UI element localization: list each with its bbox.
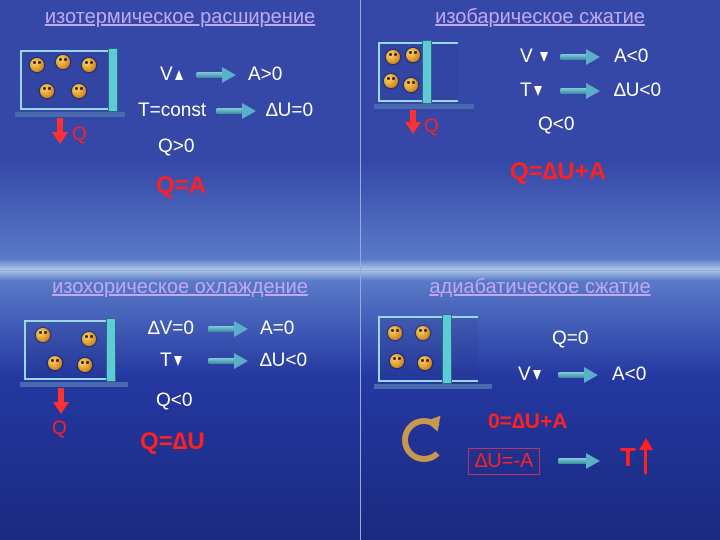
q-label: Q xyxy=(424,116,439,138)
panel-title: адиабатическое сжатие xyxy=(360,276,720,299)
panel-title: изохорическое охлаждение xyxy=(0,276,360,299)
line3: Q>0 xyxy=(158,136,194,158)
piston-head xyxy=(106,318,116,382)
panel-isobaric: изобарическое сжатие Q V A<0 T ∆U<0 Q<0 … xyxy=(360,0,720,270)
molecule-icon xyxy=(82,58,96,72)
molecule-icon xyxy=(36,328,50,342)
molecule-icon xyxy=(30,58,44,72)
curve-arrow-icon xyxy=(402,418,446,462)
molecule-icon xyxy=(78,358,92,372)
diagram-root: изотермическое расширение Q V A>0 T=cons… xyxy=(0,0,720,540)
line2-left: V xyxy=(518,364,541,386)
molecule-icon xyxy=(406,48,420,62)
piston-base xyxy=(374,104,474,109)
line2-left: T xyxy=(520,80,542,102)
result: Q=A xyxy=(156,172,206,200)
line2-right: ∆U=0 xyxy=(266,100,313,122)
arrow-right-icon xyxy=(560,52,600,62)
molecule-icon xyxy=(388,326,402,340)
line2-left: T=const xyxy=(138,100,206,122)
q-label: Q xyxy=(52,418,67,440)
arrow-right-icon xyxy=(558,456,602,466)
line1-left: ∆V=0 xyxy=(148,318,194,340)
molecule-icon xyxy=(40,84,54,98)
arrow-right-icon xyxy=(560,86,600,96)
piston-base xyxy=(15,112,125,117)
result: Q=∆U+A xyxy=(510,158,606,186)
line1: Q=0 xyxy=(552,328,588,350)
text: T xyxy=(160,350,172,371)
line3: Q<0 xyxy=(538,114,574,136)
text: T xyxy=(520,80,532,101)
arrow-right-icon xyxy=(208,324,248,334)
panel-title: изобарическое сжатие xyxy=(360,6,720,29)
line1-left: V xyxy=(160,64,183,86)
molecule-icon xyxy=(48,356,62,370)
text: V xyxy=(160,64,173,85)
molecule-icon xyxy=(386,50,400,64)
line1-right: A=0 xyxy=(260,318,294,340)
molecule-icon xyxy=(416,326,430,340)
molecule-icon xyxy=(72,84,86,98)
molecule-icon xyxy=(390,354,404,368)
molecule-icon xyxy=(404,78,418,92)
t-up-arrow-icon xyxy=(644,448,647,474)
panel-isothermal: изотермическое расширение Q V A>0 T=cons… xyxy=(0,0,360,270)
piston-head xyxy=(108,48,118,112)
piston-base xyxy=(374,384,492,389)
line1-left: V xyxy=(520,46,548,68)
arrow-right-icon xyxy=(558,370,598,380)
equation-1: 0=∆U+A xyxy=(488,410,567,434)
arrow-right-icon xyxy=(208,356,248,366)
panel-isochoric: изохорическое охлаждение Q ∆V=0 A=0 T ∆U… xyxy=(0,270,360,540)
molecule-icon xyxy=(418,356,432,370)
arrow-right-icon xyxy=(196,70,236,80)
result: Q=∆U xyxy=(140,428,205,456)
line1-right: A>0 xyxy=(248,64,282,86)
piston-base xyxy=(20,382,128,387)
arrow-right-icon xyxy=(216,106,256,116)
piston-head xyxy=(422,40,432,104)
molecule-icon xyxy=(56,55,70,69)
line3: Q<0 xyxy=(156,390,192,412)
text: V xyxy=(520,46,533,67)
line2-right: ∆U<0 xyxy=(260,350,307,372)
panel-adiabatic: адиабатическое сжатие Q=0 V A<0 0=∆U+A ∆… xyxy=(360,270,720,540)
line2-right: A<0 xyxy=(612,364,646,386)
line2-right: ∆U<0 xyxy=(614,80,661,102)
t-label: T xyxy=(620,442,636,473)
line1-right: A<0 xyxy=(614,46,648,68)
equation-2: ∆U=-A xyxy=(468,448,540,475)
text: V xyxy=(518,364,531,385)
q-label: Q xyxy=(72,124,87,146)
line2-left: T xyxy=(160,350,182,372)
molecule-icon xyxy=(384,74,398,88)
piston-head xyxy=(442,314,452,384)
panel-title: изотермическое расширение xyxy=(0,6,360,29)
molecule-icon xyxy=(82,332,96,346)
